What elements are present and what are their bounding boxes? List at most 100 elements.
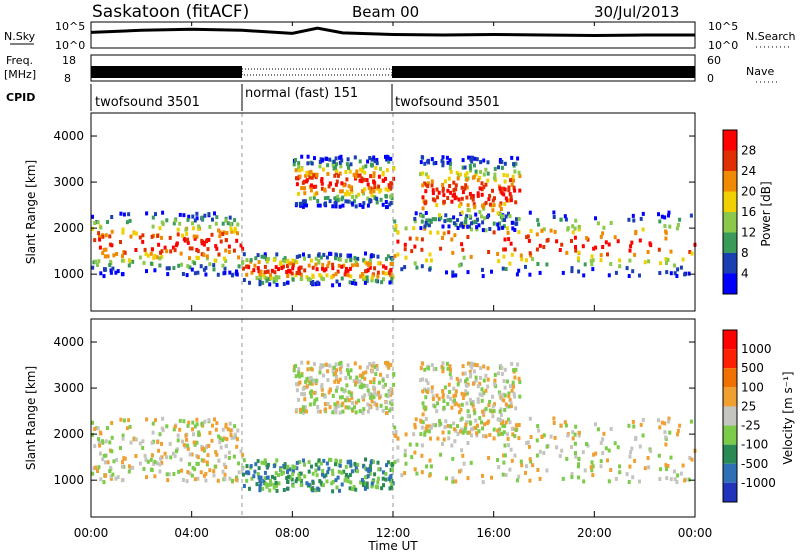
velocity-cell [346,460,350,465]
power-cell [319,255,323,260]
y-tick-label: 3000 [53,175,84,189]
velocity-cell [104,439,108,444]
power-cell [508,192,512,197]
velocity-cell [386,361,390,366]
power-cell [384,154,387,159]
power-cell [340,189,344,194]
power-cell [316,280,320,285]
power-cell [389,267,393,272]
power-cell [121,230,125,235]
power-cell [629,244,633,249]
power-cell [338,160,342,165]
velocity-cell [531,463,535,468]
power-cell [300,186,304,191]
velocity-cell [376,460,380,465]
power-cell [181,272,185,276]
velocity-cell [441,442,444,446]
power-cell [94,259,98,264]
power-cell [310,175,314,180]
velocity-cell [301,405,305,410]
power-cell [213,211,216,216]
velocity-cell [446,424,450,428]
velocity-cell [424,406,428,411]
velocity-cell [274,480,278,485]
power-cell [375,200,379,205]
velocity-cell [484,406,488,411]
power-cell [385,257,388,262]
power-cell [144,251,148,256]
velocity-cell [196,461,200,466]
power-cell [683,272,687,277]
velocity-cell [305,376,309,381]
power-cell [331,266,335,271]
velocity-cell [338,463,342,468]
power-cell [93,221,97,225]
velocity-cell [675,432,679,437]
velocity-cell [486,384,490,389]
velocity-cell [369,392,373,397]
velocity-cell [258,484,262,489]
power-cell [463,220,467,225]
power-cell [207,237,211,242]
velocity-cell [599,464,603,469]
velocity-cell [291,469,295,474]
power-cell [498,186,502,191]
power-cell [484,200,488,205]
velocity-cell [679,471,683,476]
velocity-cell [510,388,514,393]
velocity-cell [369,380,373,385]
power-cell [384,176,387,181]
power-cell [297,161,301,166]
velocity-cell [310,464,313,469]
velocity-cell [393,425,397,430]
velocity-cell [423,430,427,435]
velocity-cell [354,466,358,471]
velocity-cell [322,458,326,463]
power-cell [342,263,346,268]
power-cell [317,252,321,257]
velocity-cell [299,483,303,487]
power-cell [223,270,227,275]
power-cell [497,259,501,264]
power-cell [460,185,464,190]
power-cell [165,266,169,271]
velocity-cell [309,394,313,399]
velocity-cell [354,380,358,385]
power-cell [322,277,325,282]
velocity-cell [596,427,600,432]
power-cell [463,186,467,191]
velocity-cell [193,467,197,472]
power-cell [441,155,445,160]
velocity-cell [480,387,484,392]
power-cell [334,198,338,203]
power-cell [381,172,385,177]
velocity-colorbar-swatch [723,368,737,388]
velocity-cell [188,452,192,457]
velocity-cell [647,465,651,470]
velocity-cell [602,431,606,436]
velocity-cell [421,420,425,425]
power-cell [592,246,596,251]
power-cell [266,256,270,261]
velocity-cell [424,395,428,400]
power-cell [235,269,238,274]
velocity-cell [334,478,338,483]
velocity-cell [373,391,377,396]
velocity-cell [277,473,280,478]
power-colorbar-swatch [723,150,737,171]
power-cell [239,243,243,248]
velocity-cell [490,409,494,414]
power-cell [273,270,277,275]
power-cell [248,280,251,285]
velocity-cell [285,476,289,480]
power-cell [486,160,490,165]
power-cell [334,182,338,187]
power-cell [232,229,236,234]
power-cell [215,215,219,220]
power-cell [369,254,373,259]
velocity-cell [549,434,553,439]
power-cell [527,238,531,243]
power-cell [331,204,335,209]
velocity-cell [304,379,308,384]
velocity-cell [236,437,239,442]
